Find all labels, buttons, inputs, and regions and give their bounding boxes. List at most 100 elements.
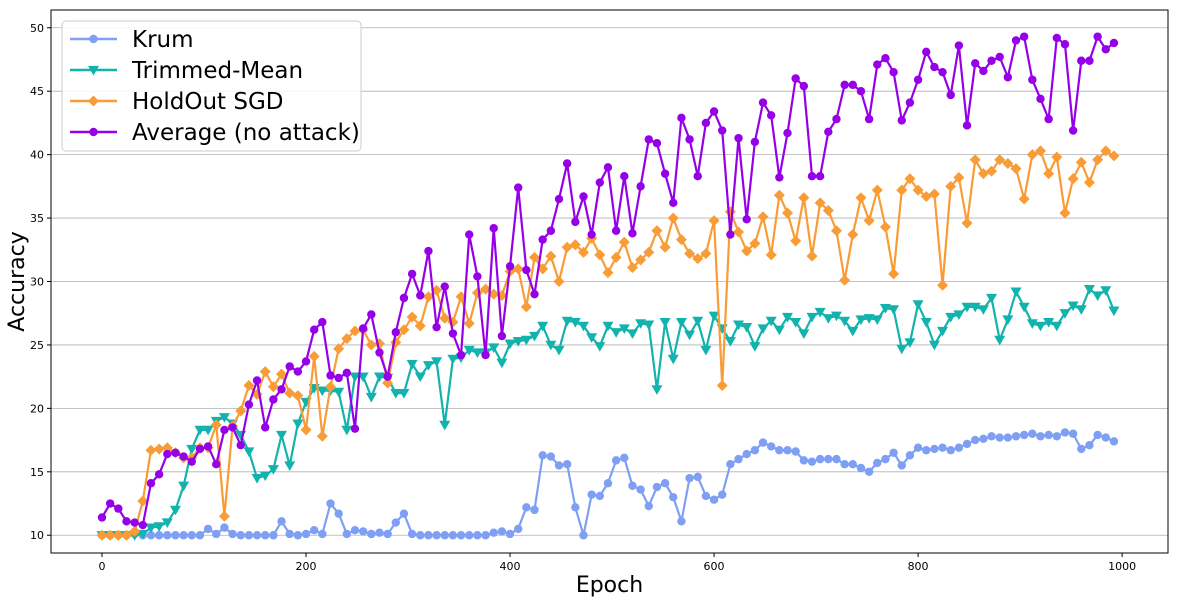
data-point <box>326 499 335 508</box>
data-point <box>652 139 662 148</box>
data-point <box>888 305 900 315</box>
data-point <box>439 420 451 431</box>
data-point <box>644 135 653 144</box>
legend-marker <box>89 34 98 44</box>
data-point <box>334 373 343 383</box>
data-point <box>839 316 851 327</box>
data-point <box>505 529 515 539</box>
data-point <box>799 456 809 465</box>
data-point <box>659 241 671 253</box>
data-point <box>309 525 319 535</box>
data-point <box>791 74 800 83</box>
data-point <box>514 183 523 192</box>
data-point <box>104 529 116 541</box>
data-point <box>775 446 784 455</box>
data-point <box>391 328 400 337</box>
data-point <box>326 371 335 380</box>
data-point <box>473 531 482 540</box>
data-point <box>514 524 523 534</box>
data-point <box>675 317 687 328</box>
data-point <box>1003 433 1013 442</box>
y-tick-label-15: 15 <box>30 466 44 479</box>
data-point <box>962 439 972 449</box>
data-point <box>750 446 760 455</box>
data-point <box>398 389 410 399</box>
data-point <box>708 311 720 322</box>
data-point <box>1067 301 1079 312</box>
data-point <box>724 206 736 218</box>
data-point <box>700 248 712 260</box>
data-point <box>660 479 670 488</box>
data-point <box>1003 73 1013 82</box>
data-point <box>416 531 425 540</box>
data-point <box>905 451 915 460</box>
data-point <box>701 491 711 501</box>
data-point <box>922 47 931 57</box>
data-point <box>718 126 727 135</box>
data-point <box>766 111 776 120</box>
data-point <box>161 518 173 529</box>
x-axis-label: Epoch <box>576 573 643 598</box>
data-point <box>855 315 867 326</box>
data-point <box>130 518 139 527</box>
data-point <box>382 377 394 389</box>
data-point <box>922 446 931 455</box>
data-point <box>1010 287 1022 298</box>
data-point <box>1036 432 1045 441</box>
data-point <box>350 424 360 433</box>
data-point <box>652 482 662 492</box>
data-point <box>1085 56 1094 65</box>
data-point <box>1109 38 1119 48</box>
data-point <box>636 485 645 494</box>
data-point <box>888 268 900 280</box>
data-point <box>928 188 940 200</box>
data-point <box>806 312 818 323</box>
data-point <box>912 300 924 310</box>
data-point <box>1043 317 1055 328</box>
data-point <box>741 245 753 257</box>
x-tick-label-600: 600 <box>704 560 725 573</box>
data-point <box>643 246 655 258</box>
data-point <box>1011 36 1021 45</box>
data-point <box>954 443 964 452</box>
data-point <box>244 531 254 540</box>
data-point <box>587 490 596 499</box>
data-point <box>440 282 449 291</box>
data-point <box>120 529 132 541</box>
data-point <box>773 325 785 336</box>
data-point <box>439 312 451 324</box>
data-point <box>520 301 532 313</box>
data-point <box>365 339 377 351</box>
data-point <box>912 184 924 196</box>
data-point <box>815 454 825 464</box>
data-point <box>367 529 376 539</box>
data-point <box>724 337 736 347</box>
data-point <box>1060 40 1070 49</box>
series-0 <box>97 428 1119 540</box>
data-point <box>465 230 474 239</box>
data-point <box>195 531 205 540</box>
data-point <box>635 319 647 329</box>
data-point <box>406 359 418 370</box>
x-tick-label-1000: 1000 <box>1108 560 1136 573</box>
data-point <box>587 230 596 239</box>
data-point <box>595 491 605 501</box>
data-point <box>1108 306 1120 317</box>
data-point <box>243 380 255 392</box>
data-point <box>171 531 180 540</box>
data-point <box>318 317 327 327</box>
data-point <box>465 531 474 540</box>
data-point <box>969 302 981 313</box>
data-point <box>504 339 516 350</box>
data-point <box>1018 302 1030 313</box>
data-point <box>815 171 825 181</box>
data-point <box>930 444 939 454</box>
data-point <box>1002 315 1014 326</box>
data-point <box>259 366 271 378</box>
data-point <box>537 321 549 332</box>
legend-item-2: HoldOut SGD <box>70 89 284 115</box>
data-point <box>220 425 229 435</box>
legend-item-0: Krum <box>70 27 194 53</box>
y-tick-label-50: 50 <box>30 22 44 35</box>
